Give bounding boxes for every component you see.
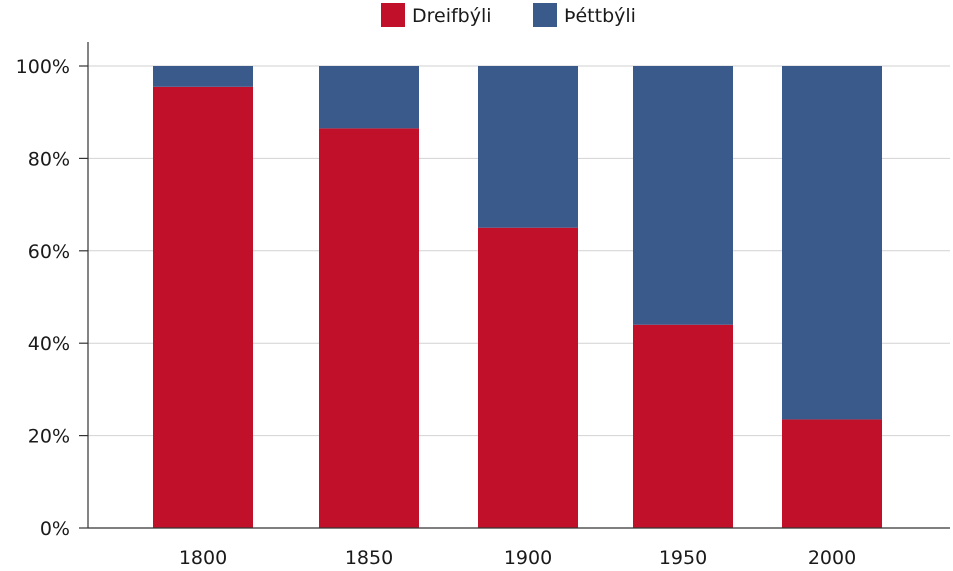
y-tick-label: 20% [28,426,70,448]
x-tick-label: 1950 [659,547,707,569]
bar-segment-dreifbyli-1850 [319,128,419,528]
x-tick-label: 2000 [808,547,856,569]
y-tick-label: 80% [28,148,70,170]
legend-label: Þéttbýli [564,5,636,27]
legend-swatch [381,3,405,27]
y-tick-labels: 0% 20% 40% 60% 80% 100% [16,56,70,540]
y-tick-label: 100% [16,56,70,78]
bar-segment-thettbyli-2000 [782,66,882,420]
axes [79,42,950,529]
bar-segment-thettbyli-1900 [478,66,578,228]
bar-segment-dreifbyli-2000 [782,419,882,528]
bar-segment-thettbyli-1850 [319,66,419,129]
bar-segment-dreifbyli-1800 [153,86,253,528]
y-tick-label: 40% [28,333,70,355]
legend-swatch [533,3,557,27]
legend: Dreifbýli Þéttbýli [381,3,636,27]
bar-segment-thettbyli-1800 [153,66,253,87]
bar-segment-dreifbyli-1900 [478,227,578,528]
x-tick-label: 1900 [504,547,552,569]
legend-label: Dreifbýli [412,5,492,27]
x-tick-labels: 1800 1850 1900 1950 2000 [179,547,856,569]
bar-segment-dreifbyli-1950 [633,324,733,528]
bar-segment-thettbyli-1950 [633,66,733,325]
y-tick-label: 60% [28,241,70,263]
x-tick-label: 1850 [345,547,393,569]
x-tick-label: 1800 [179,547,227,569]
bars [153,66,882,528]
y-tick-label: 0% [40,518,70,540]
